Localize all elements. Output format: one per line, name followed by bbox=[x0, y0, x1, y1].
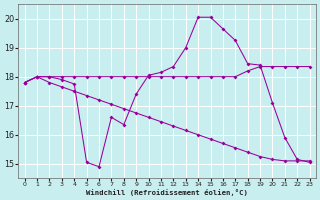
X-axis label: Windchill (Refroidissement éolien,°C): Windchill (Refroidissement éolien,°C) bbox=[86, 189, 248, 196]
